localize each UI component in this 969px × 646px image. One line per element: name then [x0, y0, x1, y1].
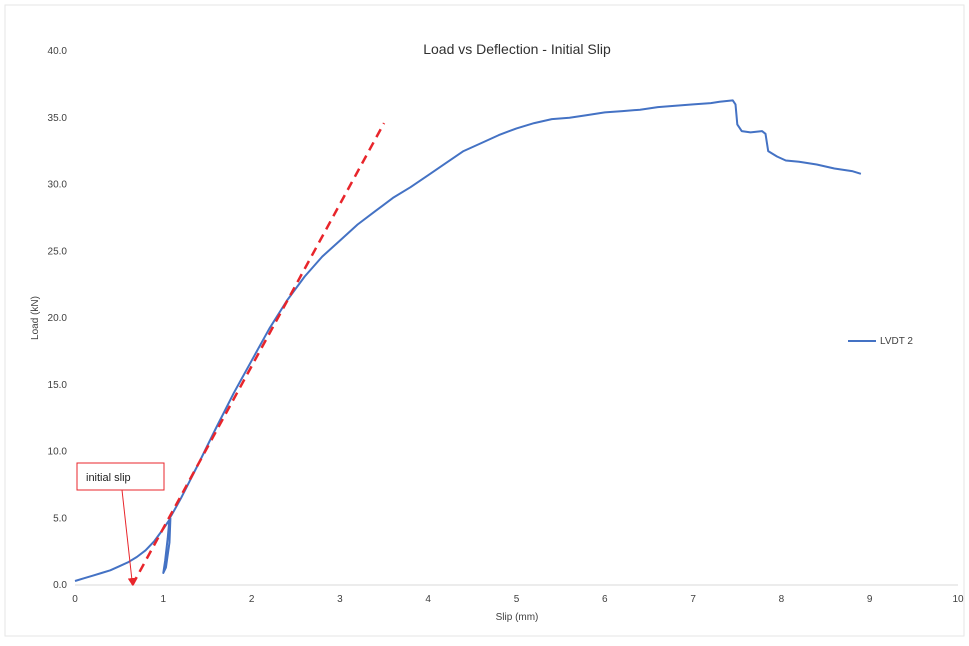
x-axis-title: Slip (mm) [496, 612, 539, 623]
x-tick-label: 5 [514, 594, 520, 605]
x-tick-label: 4 [425, 594, 431, 605]
annotation-initial-slip: initial slip [76, 462, 165, 586]
y-tick-label: 25.0 [48, 246, 68, 257]
y-tick-label: 5.0 [53, 513, 67, 524]
y-tick-label: 40.0 [48, 46, 68, 57]
x-tick-label: 1 [161, 594, 167, 605]
x-tick-label: 2 [249, 594, 255, 605]
y-tick-label: 15.0 [48, 380, 68, 391]
x-tick-label: 10 [952, 594, 964, 605]
annotation-box [76, 462, 165, 491]
annotation-arrow [121, 489, 136, 586]
y-tick-label: 0.0 [53, 580, 67, 591]
chart-frame [4, 4, 965, 637]
y-tick-label: 20.0 [48, 313, 68, 324]
x-tick-label: 0 [72, 594, 78, 605]
legend: LVDT 2 [848, 336, 913, 347]
x-tick-label: 9 [867, 594, 873, 605]
x-tick-label: 8 [779, 594, 785, 605]
y-tick-label: 30.0 [48, 180, 68, 191]
legend-label-lvdt-2: LVDT 2 [880, 336, 913, 347]
x-tick-labels: 0 1 2 3 4 5 6 7 8 9 10 [72, 594, 964, 605]
x-tick-label: 3 [337, 594, 343, 605]
y-tick-label: 10.0 [48, 447, 68, 458]
chart-title: Load vs Deflection - Initial Slip [423, 41, 611, 57]
y-axis-title: Load (kN) [30, 296, 41, 340]
x-tick-label: 6 [602, 594, 608, 605]
plot-area [74, 99, 862, 586]
series-line-lvdt-2 [74, 99, 862, 582]
y-tick-labels: 0.0 5.0 10.0 15.0 20.0 25.0 30.0 35.0 40.0 [48, 46, 68, 591]
x-tick-label: 7 [690, 594, 696, 605]
annotation-text: initial slip [86, 472, 131, 484]
y-tick-label: 35.0 [48, 113, 68, 124]
reference-dashed-line [131, 122, 386, 586]
